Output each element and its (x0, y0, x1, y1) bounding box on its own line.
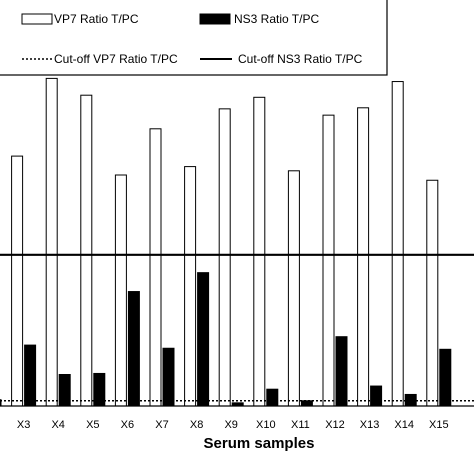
x-tick-label-x10: X10 (256, 419, 276, 431)
bar-ns3-x5 (93, 372, 106, 407)
bar-vp7-x13 (357, 107, 370, 407)
x-tick-label-x11: X11 (291, 419, 310, 431)
bar-ns3-x12 (335, 336, 348, 407)
bar-vp7-x4 (45, 77, 58, 407)
bar-vp7-x11 (287, 170, 300, 407)
x-tick-label-x9: X9 (224, 419, 237, 431)
legend-box (0, 0, 388, 76)
bar-ns3-x3 (24, 344, 37, 407)
bar-vp7-x3 (11, 155, 24, 407)
bar-vp7-x10 (253, 96, 266, 407)
legend-label-cutoff-vp7: Cut-off VP7 Ratio T/PC (54, 52, 178, 66)
bar-vp7-x15 (426, 179, 439, 407)
bar-vp7-x12 (322, 114, 335, 407)
bar-vp7-x9 (218, 108, 231, 407)
cutoff-lines (0, 253, 474, 402)
x-tick-label-x8: X8 (190, 419, 203, 431)
bar-ns3-x11 (300, 400, 313, 407)
bar-vp7-x6 (114, 174, 127, 407)
x-tick-label-x12: X12 (325, 419, 345, 431)
x-tick-label-x6: X6 (121, 419, 134, 431)
bar-vp7-x14 (391, 81, 404, 407)
x-tick-label-x7: X7 (155, 419, 168, 431)
legend-label-vp7: VP7 Ratio T/PC (54, 12, 139, 26)
x-tick-label-x14: X14 (394, 419, 414, 431)
legend-swatch-vp7 (21, 13, 53, 25)
bar-ns3-x8 (197, 272, 210, 407)
bar-vp7-x8 (184, 166, 197, 407)
legend: VP7 Ratio T/PC NS3 Ratio T/PC Cut-off VP… (0, 0, 388, 76)
x-tick-label-x15: X15 (429, 419, 449, 431)
bar-ns3-x2 (0, 399, 2, 407)
x-tick-label-x3: X3 (17, 419, 30, 431)
bar-ns3-x7 (162, 347, 175, 407)
legend-label-ns3: NS3 Ratio T/PC (234, 12, 319, 26)
x-tick-label-x13: X13 (360, 419, 380, 431)
bar-vp7-x5 (80, 94, 93, 407)
legend-swatch-ns3 (199, 13, 231, 25)
bar-ns3-x14 (404, 393, 417, 407)
x-tick-label-x4: X4 (51, 419, 64, 431)
bar-ns3-x10 (266, 388, 279, 407)
x-tick-labels: X2X3X4X5X6X7X8X9X10X11X12X13X14X15 (17, 419, 449, 431)
bar-vp7-x7 (149, 128, 162, 407)
bar-ns3-x15 (439, 348, 452, 407)
bar-ns3-x13 (370, 385, 383, 407)
bar-ns3-x6 (127, 291, 140, 407)
x-axis-label: Serum samples (204, 435, 315, 452)
x-tick-label-x5: X5 (86, 419, 99, 431)
legend-label-cutoff-ns3: Cut-off NS3 Ratio T/PC (238, 52, 363, 66)
